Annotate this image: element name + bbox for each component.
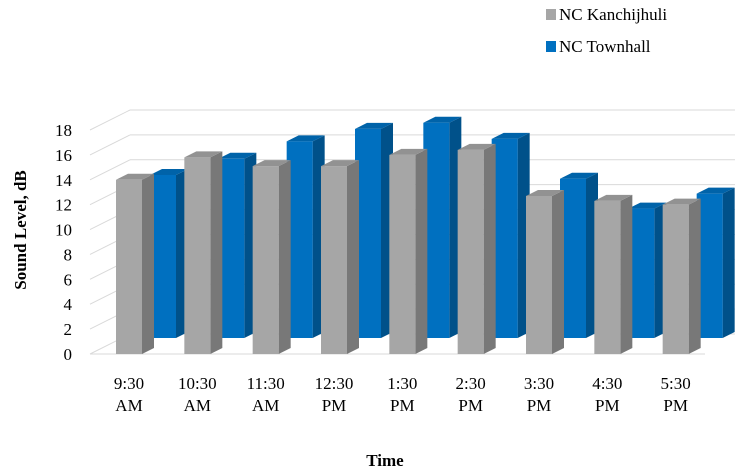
x-tick-label: 10:30 AM <box>178 374 217 415</box>
bar-top <box>526 189 564 196</box>
bar-front <box>491 138 518 338</box>
bar-top <box>662 198 701 205</box>
y-tick-label: 16 <box>55 146 72 165</box>
bar-side <box>347 160 359 354</box>
bar-top <box>423 116 462 123</box>
bar-front <box>389 154 416 354</box>
x-tick-label: 11:30 AM <box>247 374 285 415</box>
bar-front <box>150 174 176 338</box>
bar-nc-kanchijhuli-0 <box>116 173 154 354</box>
bar-nc-kanchijhuli-2 <box>252 160 291 354</box>
bar-side <box>415 148 428 354</box>
legend-swatch-nc-townhall <box>546 41 556 52</box>
bar-top <box>628 202 667 209</box>
bar-nc-townhall-6 <box>560 172 598 338</box>
bar-side <box>688 198 701 354</box>
bar-top <box>696 187 735 194</box>
bar-top <box>457 143 496 150</box>
bar-side <box>278 160 291 354</box>
bar-front <box>321 166 347 354</box>
x-tick-label: 1:30 PM <box>387 374 417 415</box>
bar-top <box>389 148 428 155</box>
y-tick-label: 14 <box>55 171 73 190</box>
bar-side <box>210 151 223 354</box>
bar-front <box>594 200 621 354</box>
gridline-perspective <box>89 159 131 181</box>
bar-top <box>355 122 393 129</box>
bar-nc-townhall-2 <box>286 135 325 338</box>
y-tick-label: 10 <box>55 221 72 240</box>
x-tick-label: 9:30 AM <box>114 374 144 415</box>
y-tick-label: 8 <box>64 245 73 264</box>
y-tick-label: 12 <box>55 196 72 215</box>
bar-top <box>594 194 633 201</box>
bar-front <box>696 193 723 338</box>
bar-top <box>184 151 223 158</box>
bar-top <box>286 135 325 142</box>
legend: NC Kanchijhuli NC Townhall <box>546 5 667 56</box>
bar-front <box>116 179 142 354</box>
bar-nc-townhall-8 <box>696 187 735 338</box>
bar-front <box>286 141 313 338</box>
bar-side <box>620 194 633 354</box>
gridline-perspective <box>89 109 131 131</box>
x-tick-label: 12:30 PM <box>315 374 354 415</box>
bar-nc-kanchijhuli-5 <box>457 143 496 354</box>
bar-front <box>560 178 586 338</box>
bar-top <box>252 160 291 167</box>
bar-front <box>184 157 211 354</box>
y-tick-label: 18 <box>55 121 72 140</box>
x-tick-label: 3:30 PM <box>524 374 554 415</box>
bar-top <box>150 168 188 175</box>
bar-nc-kanchijhuli-3 <box>321 160 359 354</box>
x-axis-ticks: 9:30 AM 10:30 AM 11:30 AM 12:30 PM 1:30 PM 2:30 PM 3… <box>114 374 691 415</box>
bar-top <box>116 173 154 180</box>
bar-side <box>722 187 735 338</box>
x-axis-title: Time <box>366 451 404 470</box>
bar-front <box>355 128 381 338</box>
bar-front <box>526 195 552 354</box>
bar-front <box>662 204 689 354</box>
x-tick-label: 2:30 PM <box>456 374 486 415</box>
bar-top <box>321 160 359 167</box>
bar-side <box>142 173 154 354</box>
legend-label-nc-kanchijhuli: NC Kanchijhuli <box>559 5 667 24</box>
bar-nc-townhall-3 <box>355 122 393 338</box>
bar-front <box>457 149 484 354</box>
legend-swatch-nc-kanchijhuli <box>546 9 556 20</box>
bar-front <box>252 166 279 354</box>
bar-nc-kanchijhuli-7 <box>594 194 633 354</box>
bar-nc-kanchijhuli-1 <box>184 151 223 354</box>
y-axis-title: Sound Level, dB <box>11 170 30 290</box>
bar-nc-townhall-4 <box>423 116 462 338</box>
bar-nc-townhall-1 <box>218 152 257 338</box>
legend-label-nc-townhall: NC Townhall <box>559 37 651 56</box>
bar-nc-kanchijhuli-8 <box>662 198 701 354</box>
bar-nc-kanchijhuli-6 <box>526 189 564 354</box>
bar-front <box>628 208 655 338</box>
bar-side <box>552 189 564 354</box>
y-axis-ticks: 0 2 4 6 8 10 12 14 16 18 <box>55 121 73 364</box>
bar-top <box>560 172 598 179</box>
gridline-perspective <box>89 134 131 156</box>
bar-nc-townhall-7 <box>628 202 667 338</box>
bar-front <box>218 158 245 338</box>
bar-nc-townhall-5 <box>491 132 530 338</box>
bar-front <box>423 122 450 338</box>
y-tick-label: 6 <box>64 270 73 289</box>
bar-nc-kanchijhuli-4 <box>389 148 428 354</box>
y-tick-label: 0 <box>64 345 73 364</box>
y-tick-label: 4 <box>64 295 73 314</box>
bars <box>116 116 735 354</box>
y-tick-label: 2 <box>64 320 73 339</box>
x-tick-label: 5:30 PM <box>661 374 691 415</box>
bar-top <box>491 132 530 139</box>
bar-nc-townhall-0 <box>150 168 188 338</box>
x-tick-label: 4:30 PM <box>592 374 622 415</box>
bar-side <box>483 143 496 354</box>
bar-top <box>218 152 257 159</box>
